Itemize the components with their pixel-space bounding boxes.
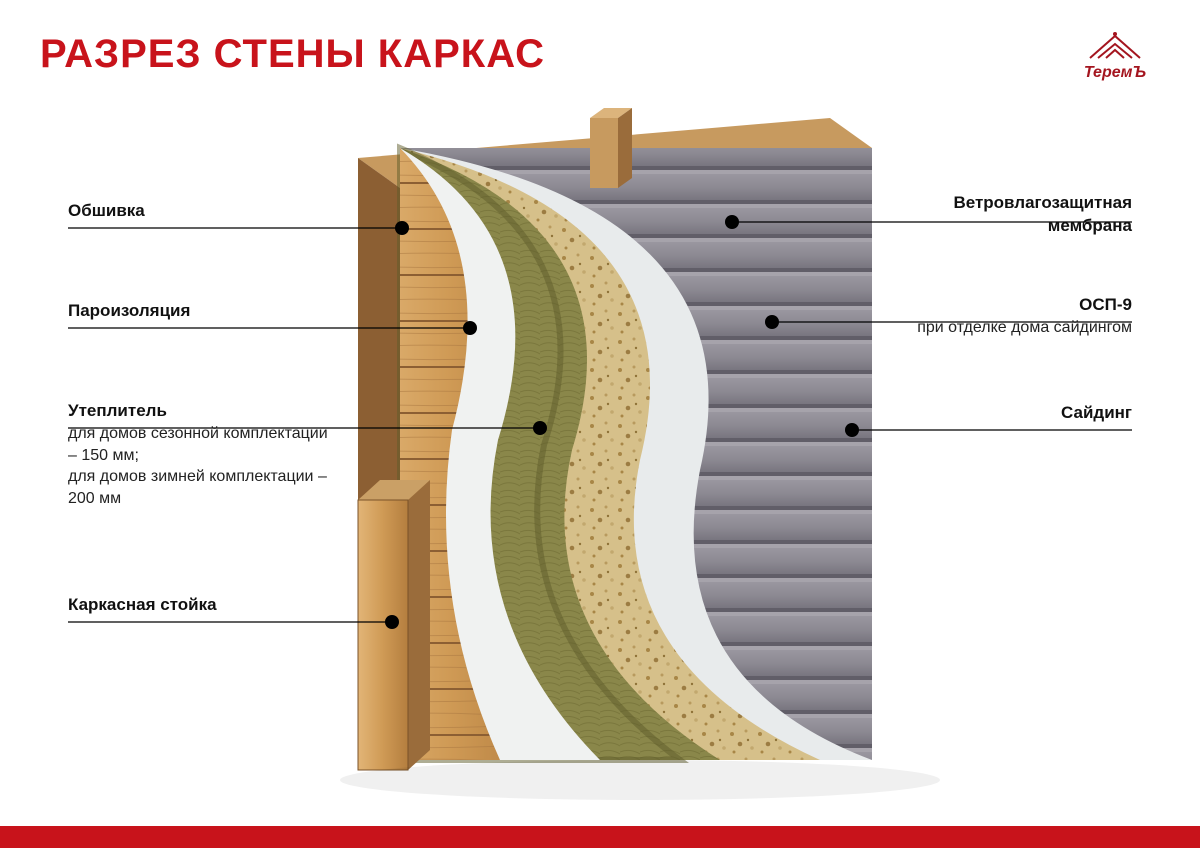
label-osb: ОСП-9 при отделке дома сайдингом [892,294,1132,339]
accent-bar [0,826,1200,848]
label-vapor-barrier: Пароизоляция [68,300,190,323]
label-frame-stud: Каркасная стойка [68,594,217,617]
label-siding: Сайдинг [1061,402,1132,425]
label-wind-membrane: Ветровлагозащитная мембрана [892,192,1132,238]
label-insulation: Утеплитель для домов сезонной комплектац… [68,400,328,509]
label-insulation-sub: для домов сезонной комплектации – 150 мм… [68,423,328,509]
page: РАЗРЕЗ СТЕНЫ КАРКАС ТеремЪ [0,0,1200,848]
label-sheathing: Обшивка [68,200,145,223]
